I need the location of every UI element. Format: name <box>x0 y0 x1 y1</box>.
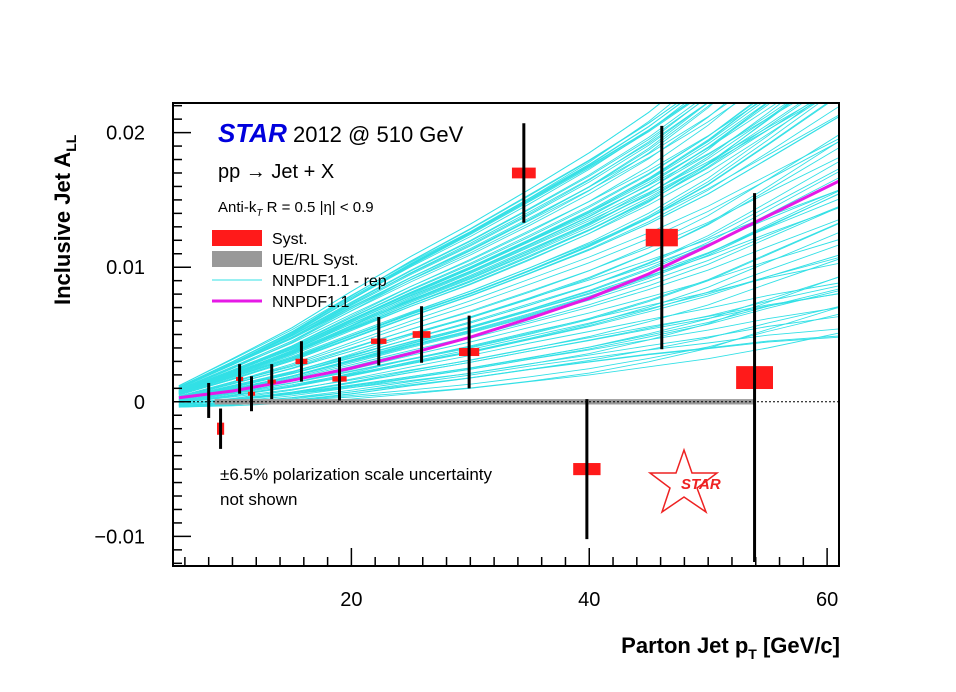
replica-curve <box>178 141 839 397</box>
replica-curve <box>178 189 839 400</box>
replica-curve <box>178 103 758 392</box>
replica-curve <box>178 258 839 404</box>
cuts-subscript: T <box>256 208 263 219</box>
replica-curve <box>178 307 839 407</box>
replica-curve <box>178 103 737 391</box>
replica-curve <box>178 244 839 403</box>
y-tick-label: −0.01 <box>94 526 145 548</box>
replica-curve <box>178 103 729 391</box>
replica-curve <box>178 222 839 402</box>
cuts-label: Anti-kT R = 0.5 |η| < 0.9 <box>218 199 374 219</box>
replica-curve <box>178 103 782 393</box>
replica-curve <box>178 103 662 387</box>
x-axis-label-units: [GeV/c] <box>757 633 840 658</box>
replica-curve <box>178 103 738 392</box>
replica-curve <box>178 316 839 407</box>
legend-swatch-box <box>212 251 262 267</box>
replica-curve <box>178 103 801 394</box>
legend-swatch-box <box>212 230 262 246</box>
replica-curve <box>178 134 839 397</box>
statistical-error-bars <box>207 123 757 562</box>
replica-curve <box>178 103 814 394</box>
x-tick-label: 60 <box>816 589 838 611</box>
replica-curve <box>178 103 673 387</box>
replica-curve <box>178 103 828 395</box>
legend-entry-label: Syst. <box>272 231 308 248</box>
x-tick-label: 20 <box>340 589 362 611</box>
y-tick-label: 0.02 <box>106 123 145 145</box>
replica-curve <box>178 103 682 388</box>
y-axis-label: Inclusive Jet ALL <box>50 134 79 305</box>
star-logo-outline <box>647 447 720 514</box>
y-axis-label-subscript: LL <box>63 134 79 152</box>
star-logo-text: STAR <box>681 476 721 493</box>
replica-curve <box>178 103 804 394</box>
replica-curve <box>178 103 817 394</box>
replica-curve <box>178 103 715 389</box>
replica-curve <box>178 103 709 389</box>
replica-curve <box>178 206 839 401</box>
title-energy: 2012 @ 510 GeV <box>287 122 464 147</box>
x-tick-label: 40 <box>578 589 600 611</box>
legend-entry-label: NNPDF1.1 <box>272 294 349 311</box>
polarization-note-line2: not shown <box>220 490 298 509</box>
x-axis-label: Parton Jet pT [GeV/c] <box>621 633 840 662</box>
polarization-note-line1: ±6.5% polarization scale uncertainty <box>220 465 493 484</box>
replica-curve <box>178 282 839 405</box>
replica-curve <box>178 147 839 398</box>
experiment-name: STAR <box>218 118 287 148</box>
replica-curve <box>178 103 701 388</box>
star-logo: STAR <box>647 447 721 514</box>
replica-curve <box>178 285 839 405</box>
cuts-parameters: R = 0.5 |η| < 0.9 <box>262 199 373 216</box>
y-axis-label-main: Inclusive Jet A <box>50 152 75 305</box>
cuts-algorithm: Anti-k <box>218 199 257 216</box>
y-tick-label: 0.01 <box>106 257 145 279</box>
replica-curve <box>178 116 839 396</box>
replica-curve <box>178 103 697 389</box>
legend: Syst. UE/RL Syst. NNPDF1.1 - rep NNPDF1.1 <box>212 230 387 311</box>
replica-curve <box>178 103 708 389</box>
replica-curve <box>178 232 839 402</box>
nnpdf-central-curve <box>178 179 839 400</box>
chart-title: STAR 2012 @ 510 GeV <box>218 118 464 148</box>
x-axis-ticks: 20 40 60 <box>184 548 838 611</box>
legend-entry-label: UE/RL Syst. <box>272 252 359 269</box>
replica-curve <box>178 103 682 388</box>
replica-curve <box>178 103 678 388</box>
nnpdf-central-line <box>178 179 839 400</box>
nnpdf-replica-curves <box>178 103 839 408</box>
replica-curve <box>178 257 839 404</box>
replica-curve <box>178 138 839 397</box>
process-label: pp → Jet + X <box>218 161 334 183</box>
y-axis-ticks: −0.01 0 0.01 0.02 <box>94 104 191 565</box>
replica-curve <box>178 103 754 392</box>
x-axis-label-subscript: T <box>748 646 757 662</box>
replica-curve <box>178 103 679 388</box>
replica-curve <box>178 103 768 392</box>
x-axis-label-main: Parton Jet p <box>621 633 748 658</box>
y-tick-label: 0 <box>134 392 145 414</box>
replica-curve <box>178 103 692 389</box>
replica-curve <box>178 103 686 388</box>
replica-curve <box>178 161 839 399</box>
legend-entry-label: NNPDF1.1 - rep <box>272 273 387 290</box>
replica-curve <box>178 198 839 401</box>
